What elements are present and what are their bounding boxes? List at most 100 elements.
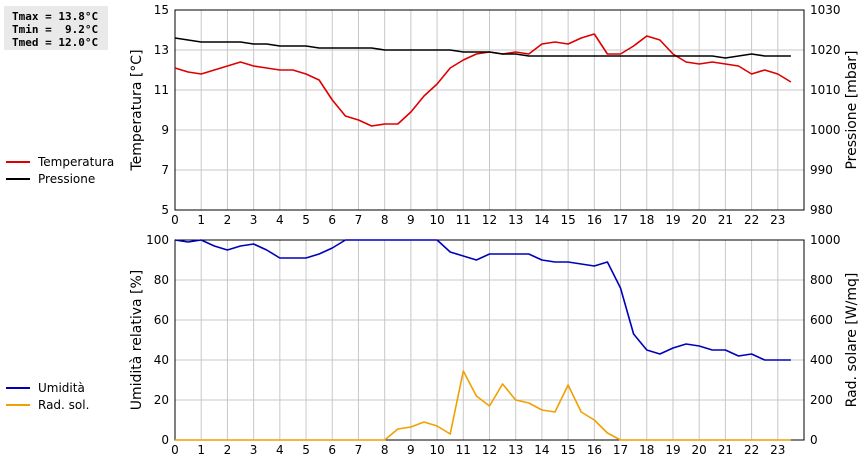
chart1-y-tick-label: 9 bbox=[161, 123, 169, 137]
chart2-x-tick-label: 1 bbox=[197, 443, 205, 457]
chart1-x-tick-label: 1 bbox=[197, 213, 205, 227]
legend-label-temperature: Temperatura bbox=[38, 154, 115, 169]
chart1-x-tick-label: 0 bbox=[171, 213, 179, 227]
chart2-x-tick-label: 11 bbox=[456, 443, 471, 457]
chart2-x-tick-label: 2 bbox=[224, 443, 232, 457]
chart2-x-tick-label: 18 bbox=[639, 443, 654, 457]
chart1-x-tick-label: 20 bbox=[692, 213, 707, 227]
chart2-plot-frame bbox=[174, 239, 805, 441]
chart2-series-humidity bbox=[174, 239, 791, 361]
chart1-x-tick-label: 7 bbox=[355, 213, 363, 227]
chart2-y2-tick-label: 1000 bbox=[810, 233, 841, 247]
chart2-x-tick-label: 14 bbox=[534, 443, 549, 457]
chart2-x-tick-label: 16 bbox=[587, 443, 602, 457]
chart2-x-tick-label: 6 bbox=[328, 443, 336, 457]
chart1-x-tick-label: 12 bbox=[482, 213, 497, 227]
chart1-x-tick-label: 10 bbox=[429, 213, 444, 227]
chart1-x-tick-label: 8 bbox=[381, 213, 389, 227]
stat-tmed: Tmed = 12.0°C bbox=[12, 36, 99, 49]
chart2-y2-tick-label: 400 bbox=[810, 353, 833, 367]
legend-item-solar: Rad. sol. bbox=[6, 396, 89, 413]
chart1-x-tick-label: 22 bbox=[744, 213, 759, 227]
chart1-y2-axis-title: Pressione [mbar] bbox=[844, 50, 860, 169]
chart2-x-tick-label: 17 bbox=[613, 443, 628, 457]
chart1-y-tick-label: 15 bbox=[154, 3, 169, 17]
chart2-x-tick-label: 4 bbox=[276, 443, 284, 457]
legend-swatch-pressure bbox=[6, 177, 30, 180]
legend-item-humidity: Umidità bbox=[6, 379, 89, 396]
legend-label-pressure: Pressione bbox=[38, 171, 96, 186]
chart1-y2-tick-label: 1010 bbox=[810, 83, 841, 97]
chart1-y2-tick-label: 980 bbox=[810, 203, 833, 217]
chart2-series-solar bbox=[175, 370, 791, 441]
chart2-x-tick-label: 23 bbox=[770, 443, 785, 457]
chart1-series-pressure bbox=[174, 37, 791, 59]
chart2-x-tick-label: 3 bbox=[250, 443, 258, 457]
chart1-x-tick-label: 3 bbox=[250, 213, 258, 227]
chart1-x-tick-label: 13 bbox=[508, 213, 523, 227]
chart1-series-temperature bbox=[174, 33, 792, 127]
legend-top: Temperatura Pressione bbox=[6, 153, 114, 187]
chart2-y-axis-title: Umidità relativa [%] bbox=[129, 270, 145, 411]
chart2-x-tick-label: 21 bbox=[718, 443, 733, 457]
chart2-y2-tick-label: 800 bbox=[810, 273, 833, 287]
chart1-y-axis-title: Temperatura [°C] bbox=[129, 49, 145, 171]
chart1-x-tick-label: 18 bbox=[639, 213, 654, 227]
stat-tmin: Tmin = 9.2°C bbox=[12, 23, 99, 36]
chart1-x-tick-label: 23 bbox=[770, 213, 785, 227]
chart2-y-tick-label: 80 bbox=[154, 273, 169, 287]
chart2-y-tick-label: 40 bbox=[154, 353, 169, 367]
chart2-y-tick-label: 100 bbox=[146, 233, 169, 247]
legend-item-temperature: Temperatura bbox=[6, 153, 114, 170]
chart1-x-tick-label: 9 bbox=[407, 213, 415, 227]
chart2-x-tick-label: 15 bbox=[560, 443, 575, 457]
chart1-x-tick-label: 6 bbox=[328, 213, 336, 227]
chart1-y-tick-label: 5 bbox=[161, 203, 169, 217]
chart2-y2-tick-label: 200 bbox=[810, 393, 833, 407]
chart1-x-tick-label: 16 bbox=[587, 213, 602, 227]
chart1-y2-tick-label: 990 bbox=[810, 163, 833, 177]
chart1-x-tick-label: 15 bbox=[560, 213, 575, 227]
chart1-y-tick-label: 7 bbox=[161, 163, 169, 177]
chart1-y-tick-label: 13 bbox=[154, 43, 169, 57]
chart2-x-tick-label: 10 bbox=[429, 443, 444, 457]
chart2-x-tick-label: 5 bbox=[302, 443, 310, 457]
chart2-y2-axis-title: Rad. solare [W/mq] bbox=[844, 273, 860, 408]
chart1-y2-tick-label: 1030 bbox=[810, 3, 841, 17]
legend-label-solar: Rad. sol. bbox=[38, 397, 90, 412]
chart2-x-tick-label: 8 bbox=[381, 443, 389, 457]
chart1-y2-tick-label: 1000 bbox=[810, 123, 841, 137]
chart2-x-tick-label: 19 bbox=[665, 443, 680, 457]
chart2-x-tick-label: 13 bbox=[508, 443, 523, 457]
chart2-x-tick-label: 12 bbox=[482, 443, 497, 457]
chart2-x-tick-label: 22 bbox=[744, 443, 759, 457]
legend-swatch-solar bbox=[6, 403, 30, 406]
stats-box: Tmax = 13.8°C Tmin = 9.2°C Tmed = 12.0°C bbox=[4, 6, 108, 50]
chart2-x-tick-label: 0 bbox=[171, 443, 179, 457]
chart2-y-tick-label: 60 bbox=[154, 313, 169, 327]
legend-swatch-temperature bbox=[6, 160, 30, 163]
chart1-plot-frame bbox=[174, 9, 805, 211]
chart1-x-tick-label: 17 bbox=[613, 213, 628, 227]
chart2-x-tick-label: 20 bbox=[692, 443, 707, 457]
chart1-x-tick-label: 21 bbox=[718, 213, 733, 227]
chart1-y2-tick-label: 1020 bbox=[810, 43, 841, 57]
chart1-x-tick-label: 5 bbox=[302, 213, 310, 227]
chart1-x-tick-label: 19 bbox=[665, 213, 680, 227]
legend-item-pressure: Pressione bbox=[6, 170, 114, 187]
chart2-y-tick-label: 20 bbox=[154, 393, 169, 407]
chart1-x-tick-label: 14 bbox=[534, 213, 549, 227]
chart2-y-tick-label: 0 bbox=[161, 433, 169, 447]
chart2-y2-tick-label: 0 bbox=[810, 433, 818, 447]
chart1-y-tick-label: 11 bbox=[154, 83, 169, 97]
chart1-x-tick-label: 11 bbox=[456, 213, 471, 227]
chart2-y2-tick-label: 600 bbox=[810, 313, 833, 327]
legend-swatch-humidity bbox=[6, 386, 30, 389]
chart1-x-tick-label: 4 bbox=[276, 213, 284, 227]
legend-label-humidity: Umidità bbox=[38, 380, 85, 395]
stat-tmax: Tmax = 13.8°C bbox=[12, 10, 99, 23]
legend-bottom: Umidità Rad. sol. bbox=[6, 379, 89, 413]
chart1-x-tick-label: 2 bbox=[224, 213, 232, 227]
chart2-x-tick-label: 9 bbox=[407, 443, 415, 457]
